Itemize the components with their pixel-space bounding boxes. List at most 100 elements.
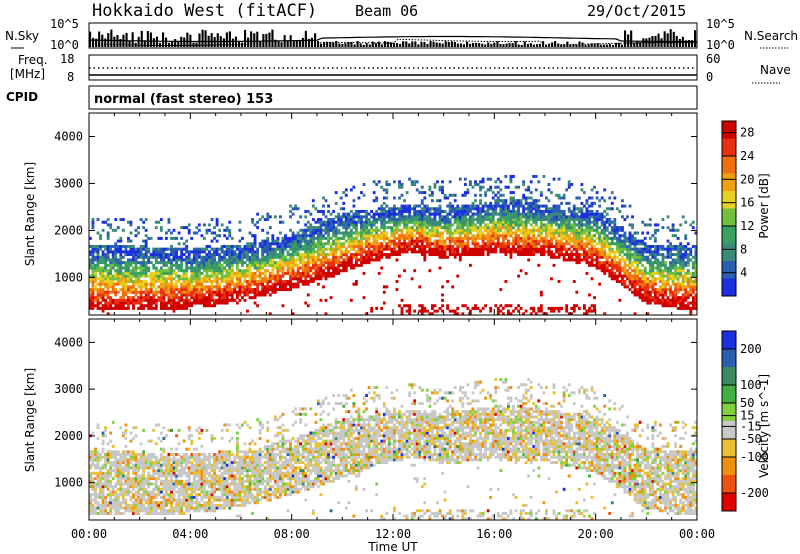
heatmap-cell [517, 304, 520, 308]
heatmap-cell [499, 188, 503, 192]
heatmap-cell [524, 236, 528, 240]
heatmap-cell [522, 231, 526, 235]
heatmap-cell [646, 277, 650, 281]
heatmap-cell [413, 183, 417, 187]
heatmap-cell [256, 258, 260, 262]
heatmap-cell [486, 226, 490, 230]
heatmap-cell [595, 242, 599, 246]
heatmap-cell [342, 250, 346, 254]
heatmap-cell [347, 231, 351, 235]
heatmap-cell [334, 231, 338, 235]
heatmap-cell [332, 231, 336, 235]
heatmap-cell [570, 231, 574, 235]
nsky-bar [268, 32, 271, 47]
heatmap-cell [463, 304, 467, 308]
heatmap-cell [324, 215, 328, 219]
heatmap-cell [329, 250, 333, 254]
heatmap-cell [344, 218, 348, 222]
heatmap-cell [304, 231, 308, 235]
heatmap-cell [235, 290, 239, 294]
heatmap-cell [238, 298, 242, 302]
nsky-bar [174, 39, 177, 47]
heatmap-cell [99, 288, 102, 292]
heatmap-cell [139, 288, 143, 292]
nsky-bar [110, 29, 113, 47]
heatmap-cell [433, 250, 437, 254]
heatmap-cell [362, 234, 366, 238]
heatmap-cell [390, 212, 394, 216]
heatmap-cell [230, 271, 234, 275]
heatmap-cell [509, 177, 513, 181]
heatmap-cell [157, 261, 161, 265]
heatmap-cell [271, 261, 275, 265]
heatmap-cell [661, 304, 665, 308]
heatmap-cell [405, 247, 409, 251]
heatmap-cell [137, 279, 140, 283]
heatmap-cell [628, 236, 632, 240]
heatmap-cell [175, 271, 178, 275]
heatmap-cell [600, 223, 604, 227]
heatmap-cell [676, 285, 680, 289]
heatmap-cell [537, 180, 541, 184]
heatmap-cell [367, 236, 371, 240]
heatmap-cell [679, 247, 683, 251]
heatmap-cell [474, 183, 477, 187]
heatmap-cell [208, 301, 211, 305]
heatmap-cell [159, 301, 163, 305]
heatmap-cell [311, 271, 315, 275]
heatmap-cell [223, 288, 227, 292]
heatmap-cell [588, 247, 591, 251]
heatmap-cell [170, 247, 173, 251]
heatmap-cell [590, 220, 594, 224]
heatmap-cell [646, 255, 650, 259]
heatmap-cell [268, 277, 272, 281]
heatmap-cell [347, 226, 351, 230]
heatmap-cell [124, 288, 128, 292]
heatmap-cell [387, 207, 391, 211]
heatmap-cell [656, 228, 660, 232]
heatmap-cell [289, 244, 292, 248]
heatmap-cell [555, 247, 558, 251]
heatmap-cell [666, 247, 670, 251]
freq-tick-top: 18 [60, 52, 74, 66]
heatmap-cell [539, 218, 543, 222]
heatmap-cell [91, 301, 95, 305]
heatmap-cell [172, 250, 176, 254]
heatmap-cell [507, 242, 510, 246]
heatmap-cell [246, 244, 249, 248]
heatmap-cell [403, 207, 406, 211]
heatmap-cell [425, 236, 429, 240]
heatmap-cell [365, 226, 368, 230]
heatmap-cell [583, 215, 586, 219]
heatmap-cell [311, 234, 315, 238]
heatmap-cell [377, 236, 381, 240]
heatmap-cell [600, 255, 604, 259]
heatmap-cell [545, 207, 548, 211]
heatmap-cell [666, 298, 670, 302]
heatmap-cell [365, 242, 368, 246]
heatmap-cell [324, 258, 328, 262]
heatmap-cell [577, 244, 581, 248]
heatmap-cell [420, 226, 424, 230]
heatmap-cell [225, 247, 229, 251]
heatmap-cell [360, 220, 363, 224]
heatmap-cell [94, 255, 97, 259]
heatmap-cell [577, 215, 581, 219]
heatmap-cell [286, 236, 290, 240]
heatmap-cell [583, 247, 586, 251]
heatmap-cell [385, 236, 389, 240]
heatmap-cell [425, 309, 429, 313]
heatmap-cell [428, 247, 432, 251]
heatmap-cell [608, 242, 612, 246]
heatmap-cell [248, 266, 252, 270]
heatmap-cell [519, 212, 523, 216]
heatmap-cell [428, 188, 432, 192]
heatmap-cell [577, 231, 581, 235]
heatmap-cell [299, 215, 303, 219]
heatmap-cell [567, 207, 571, 211]
heatmap-cell [494, 250, 498, 254]
heatmap-cell [476, 247, 480, 251]
heatmap-cell [203, 250, 206, 254]
heatmap-cell [357, 253, 361, 257]
heatmap-cell [572, 279, 576, 283]
